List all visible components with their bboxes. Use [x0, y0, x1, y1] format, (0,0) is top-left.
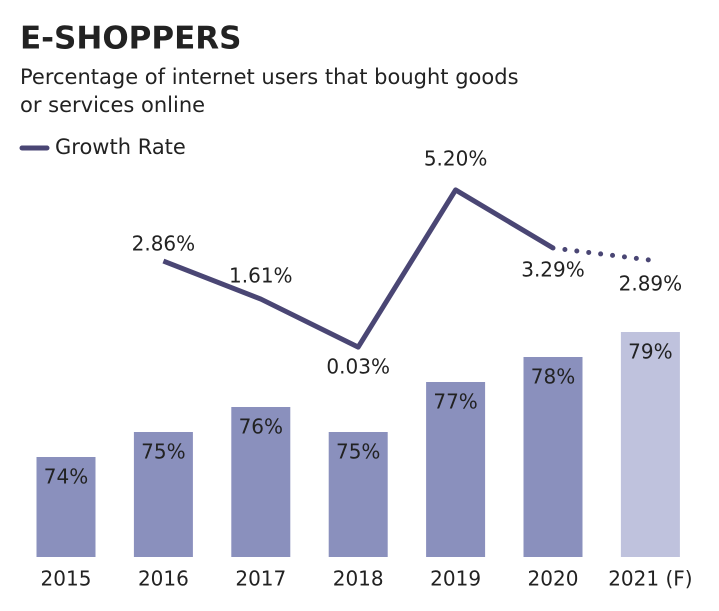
growth-line — [162, 187, 555, 350]
data-label: 75% — [336, 440, 380, 464]
x-tick-label: 2018 — [333, 567, 384, 591]
bar — [523, 357, 583, 557]
legend-label: Growth Rate — [55, 135, 186, 159]
data-label: 2.89% — [619, 272, 683, 296]
data-label: 79% — [628, 340, 672, 364]
x-tick-label: 2019 — [430, 567, 481, 591]
data-label: 75% — [141, 440, 185, 464]
data-label: 74% — [44, 465, 88, 489]
data-label: 0.03% — [326, 355, 390, 379]
chart-subtitle: Percentage of internet users that bought… — [20, 65, 519, 89]
x-tick-label: 2017 — [235, 567, 286, 591]
bar — [231, 407, 291, 557]
x-tick-label: 2020 — [528, 567, 579, 591]
x-tick-label: 2015 — [41, 567, 92, 591]
growth-line-forecast — [550, 245, 653, 263]
chart-subtitle: or services online — [20, 93, 205, 117]
chart-title: E-SHOPPERS — [20, 21, 241, 57]
data-label: 77% — [433, 390, 477, 414]
data-label: 78% — [531, 365, 575, 389]
data-label: 3.29% — [521, 257, 585, 281]
x-tick-label: 2016 — [138, 567, 189, 591]
data-label: 5.20% — [424, 146, 488, 170]
bar — [328, 432, 388, 557]
bar — [133, 432, 193, 557]
data-label: 76% — [239, 415, 283, 439]
bar — [620, 332, 680, 557]
data-label: 2.86% — [132, 232, 196, 256]
bar — [36, 457, 96, 557]
data-label: 1.61% — [229, 264, 293, 288]
bar — [426, 382, 486, 557]
x-tick-label: 2021 (F) — [608, 567, 692, 591]
